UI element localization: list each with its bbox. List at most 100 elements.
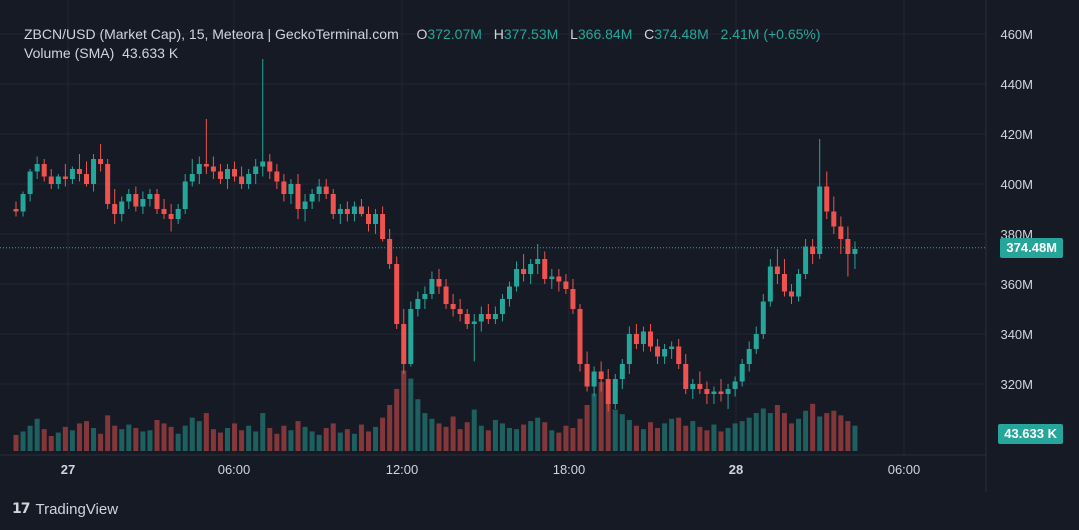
open-label: O — [416, 26, 428, 42]
volume-bar — [344, 429, 350, 451]
candle-body — [619, 364, 625, 379]
candle-body — [119, 201, 125, 214]
candle-body — [690, 384, 696, 389]
candle-body — [739, 364, 745, 382]
volume-bar — [133, 428, 139, 451]
volume-bar — [781, 413, 787, 451]
candle-body — [76, 169, 82, 174]
volume-bar — [662, 423, 668, 451]
volume-label[interactable]: Volume (SMA) — [24, 45, 115, 61]
candle-body — [55, 176, 61, 184]
candles — [13, 59, 858, 412]
volume-bar — [351, 433, 357, 451]
candle-body — [13, 209, 19, 212]
volume-bar — [817, 416, 823, 451]
branding[interactable]: 17 TradingView — [12, 498, 118, 520]
candle-body — [767, 266, 773, 302]
volume-bar — [796, 418, 802, 451]
volume-bar — [457, 429, 463, 451]
candle-body — [267, 161, 273, 172]
candle-body — [281, 181, 287, 194]
candle-body — [316, 186, 322, 194]
volume-bar — [422, 413, 428, 451]
high-value: 377.53M — [503, 26, 559, 42]
candle-body — [746, 349, 752, 364]
candle-body — [796, 274, 802, 297]
candle-body — [246, 174, 252, 184]
candle-body — [612, 379, 618, 404]
candle-body — [838, 226, 844, 239]
candle-body — [591, 371, 597, 387]
price-tick-label: 420M — [1000, 127, 1033, 142]
candle-body — [492, 314, 498, 319]
candle-body — [683, 364, 689, 389]
volume-bar — [76, 423, 82, 451]
candle-body — [662, 349, 668, 357]
candle-body — [803, 246, 809, 274]
candle-body — [288, 184, 294, 194]
volume-bar — [845, 421, 851, 451]
volume-bar — [774, 405, 780, 451]
time-axis[interactable]: 27 06:00 12:00 18:00 28 06:00 — [61, 462, 921, 477]
candle-body — [309, 194, 315, 202]
close-label: C — [644, 26, 655, 42]
symbol-title[interactable]: ZBCN/USD (Market Cap), 15, Meteora | Gec… — [24, 26, 399, 42]
candle-body — [189, 174, 195, 182]
volume-bar — [246, 425, 252, 451]
candle-body — [824, 186, 830, 212]
chart-area[interactable]: 320M 340M 360M 380M 400M 420M 440M 460M 27 06:00… — [0, 0, 1079, 492]
candle-body — [521, 269, 527, 274]
candle-body — [330, 194, 336, 214]
volume-bar — [746, 417, 752, 451]
volume-bar — [810, 403, 816, 451]
candle-body — [774, 266, 780, 274]
volume-bar — [232, 423, 238, 451]
volume-bar — [27, 425, 33, 451]
candle-body — [140, 199, 146, 207]
candle-body — [295, 184, 301, 209]
volume-bar — [281, 425, 287, 451]
volume-bar — [690, 421, 696, 451]
time-tick-label: 27 — [61, 462, 75, 477]
volume-bar — [210, 429, 216, 451]
candle-body — [669, 346, 675, 349]
time-tick-label: 12:00 — [386, 462, 419, 477]
candle-body — [196, 164, 202, 174]
candle-body — [337, 209, 343, 214]
volume-bar — [112, 425, 118, 451]
volume-bar — [591, 393, 597, 451]
volume-bar — [570, 428, 576, 451]
volume-bar — [507, 428, 512, 451]
volume-bar — [288, 430, 294, 451]
volume-bar — [168, 426, 174, 451]
candle-body — [725, 389, 731, 394]
candle-body — [633, 334, 639, 344]
volume-bar — [274, 433, 280, 451]
candle-body — [366, 214, 371, 224]
candle-body — [711, 391, 717, 394]
volume-bar — [492, 419, 498, 451]
volume-bar — [147, 430, 153, 451]
volume-bar — [105, 415, 111, 451]
candle-body — [436, 279, 442, 287]
candle-body — [542, 259, 548, 279]
candle-body — [351, 206, 357, 214]
candle-body — [27, 171, 33, 194]
volume-bar — [542, 422, 548, 451]
volume-bar — [154, 419, 160, 451]
candle-body — [323, 186, 329, 194]
candle-body — [753, 334, 759, 349]
volume-bar — [161, 423, 167, 451]
high-label: H — [493, 26, 504, 42]
candle-body — [443, 286, 449, 304]
candle-body — [225, 169, 230, 179]
volume-bar — [648, 422, 653, 451]
volume-bar — [373, 426, 379, 451]
tradingview-logo-icon: 17 — [12, 501, 31, 517]
candle-body — [781, 274, 787, 292]
candle-body — [732, 381, 738, 389]
candle-body — [464, 314, 470, 324]
volume-bar — [718, 431, 724, 451]
